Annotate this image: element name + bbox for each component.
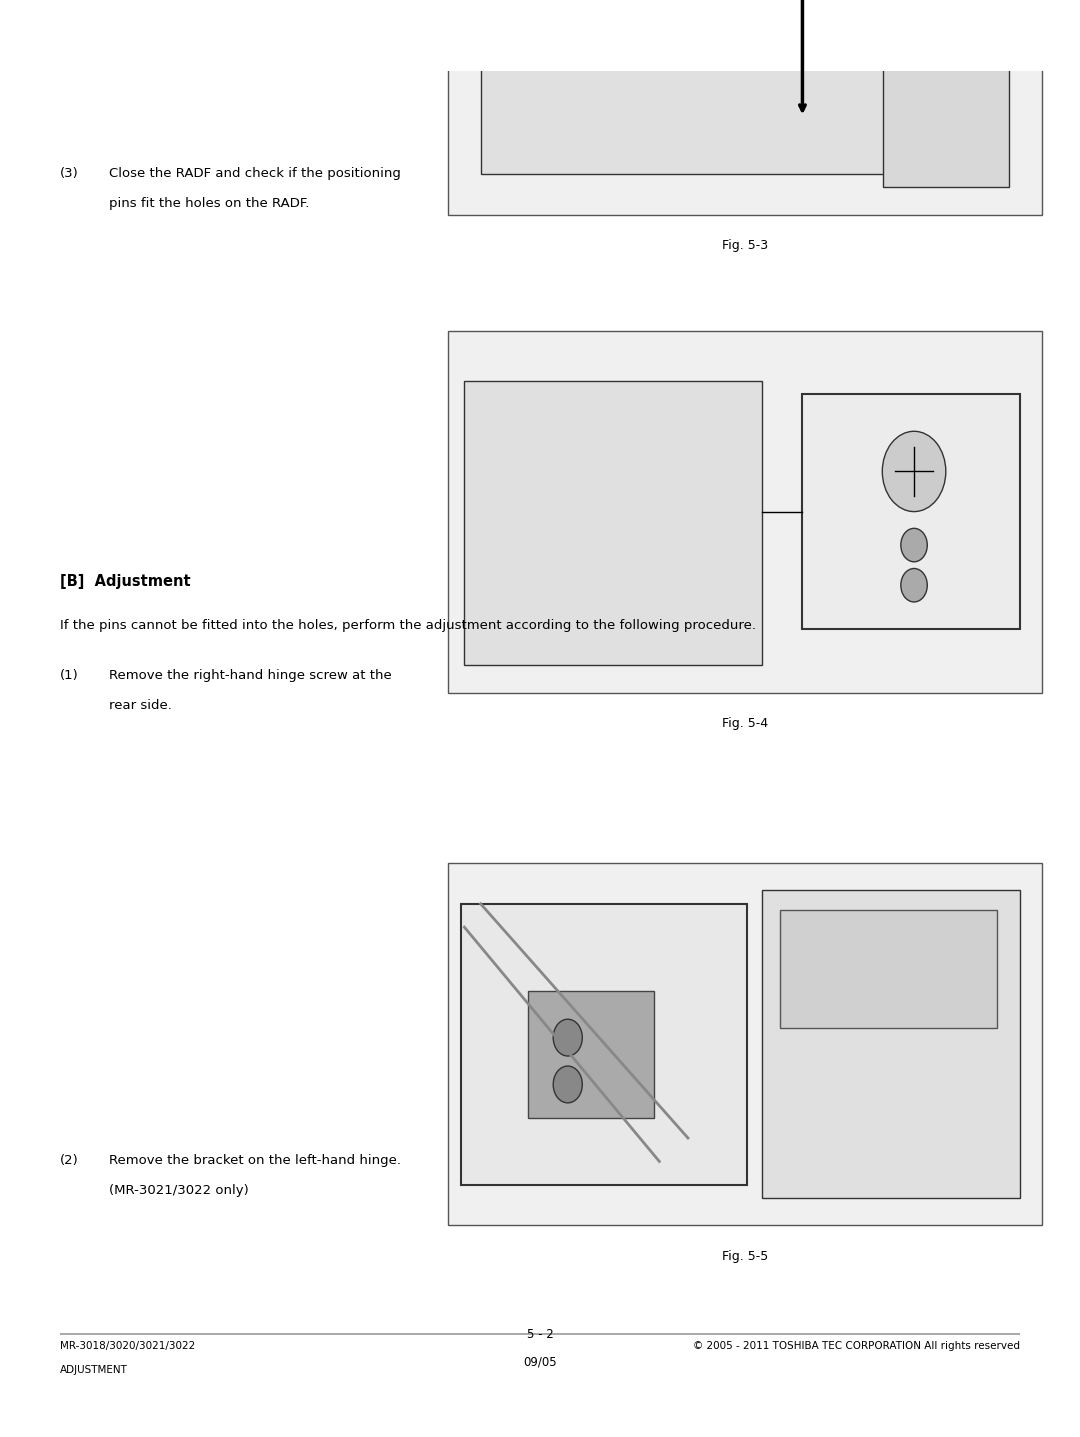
Circle shape <box>553 1066 582 1102</box>
FancyBboxPatch shape <box>464 381 762 665</box>
Polygon shape <box>502 0 814 27</box>
Bar <box>448 0 1042 214</box>
Text: Fig. 5-3: Fig. 5-3 <box>723 239 768 251</box>
Text: (MR-3021/3022 only): (MR-3021/3022 only) <box>109 1184 248 1197</box>
FancyBboxPatch shape <box>528 990 653 1118</box>
Bar <box>448 864 1042 1226</box>
FancyBboxPatch shape <box>802 395 1020 629</box>
Text: 5 - 2: 5 - 2 <box>527 1328 553 1341</box>
FancyBboxPatch shape <box>762 891 1020 1198</box>
Text: Fig. 5-5: Fig. 5-5 <box>723 1250 768 1263</box>
Text: (1): (1) <box>60 670 79 683</box>
Circle shape <box>901 529 928 562</box>
FancyBboxPatch shape <box>882 36 1009 187</box>
Bar <box>448 331 1042 693</box>
Text: (2): (2) <box>60 1154 79 1167</box>
Text: [B]  Adjustment: [B] Adjustment <box>60 573 191 589</box>
Text: Remove the right-hand hinge screw at the: Remove the right-hand hinge screw at the <box>109 670 391 683</box>
FancyBboxPatch shape <box>481 6 893 174</box>
Text: © 2005 - 2011 TOSHIBA TEC CORPORATION All rights reserved: © 2005 - 2011 TOSHIBA TEC CORPORATION Al… <box>693 1341 1020 1351</box>
Text: MR-3018/3020/3021/3022: MR-3018/3020/3021/3022 <box>60 1341 195 1351</box>
Text: Remove the bracket on the left-hand hinge.: Remove the bracket on the left-hand hing… <box>109 1154 401 1167</box>
FancyBboxPatch shape <box>461 904 747 1186</box>
Text: (3): (3) <box>60 167 79 180</box>
Circle shape <box>901 569 928 602</box>
Text: Fig. 5-4: Fig. 5-4 <box>723 717 768 730</box>
Text: ADJUSTMENT: ADJUSTMENT <box>60 1365 127 1375</box>
Text: pins fit the holes on the RADF.: pins fit the holes on the RADF. <box>109 197 309 210</box>
FancyBboxPatch shape <box>780 911 997 1027</box>
Circle shape <box>882 431 946 512</box>
Text: Close the RADF and check if the positioning: Close the RADF and check if the position… <box>109 167 401 180</box>
Text: If the pins cannot be fitted into the holes, perform the adjustment according to: If the pins cannot be fitted into the ho… <box>60 619 756 632</box>
Text: 09/05: 09/05 <box>523 1355 557 1368</box>
Text: rear side.: rear side. <box>109 700 172 713</box>
Circle shape <box>553 1019 582 1056</box>
